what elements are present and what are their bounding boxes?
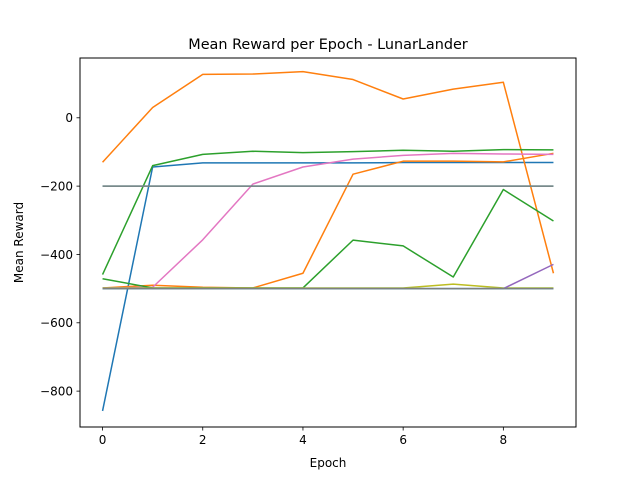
y-tick-label: −200	[40, 179, 73, 193]
x-tick-label: 4	[299, 433, 307, 447]
series-layer	[101, 70, 555, 412]
series-line-5	[102, 152, 554, 289]
y-tick-label: −400	[40, 248, 73, 262]
x-tick-label: 6	[399, 433, 407, 447]
plot-frame	[79, 57, 577, 428]
x-tick-label: 8	[500, 433, 508, 447]
series-line-4	[102, 152, 554, 289]
y-tick-label: 0	[65, 111, 73, 125]
y-tick-label: −600	[40, 316, 73, 330]
x-tick-label: 0	[99, 433, 107, 447]
series-line-2	[101, 70, 555, 274]
x-axis-ticks: 0 2 4 6 8	[99, 427, 507, 447]
y-axis-ticks: −800 −600 −400 −200 0	[40, 111, 80, 398]
y-axis-label: Mean Reward	[12, 202, 26, 283]
x-tick-label: 2	[199, 433, 207, 447]
y-tick-label: −800	[40, 384, 73, 398]
chart-title: Mean Reward per Epoch - LunarLander	[188, 37, 468, 53]
x-axis-label: Epoch	[310, 456, 347, 470]
series-line-3	[101, 148, 554, 275]
